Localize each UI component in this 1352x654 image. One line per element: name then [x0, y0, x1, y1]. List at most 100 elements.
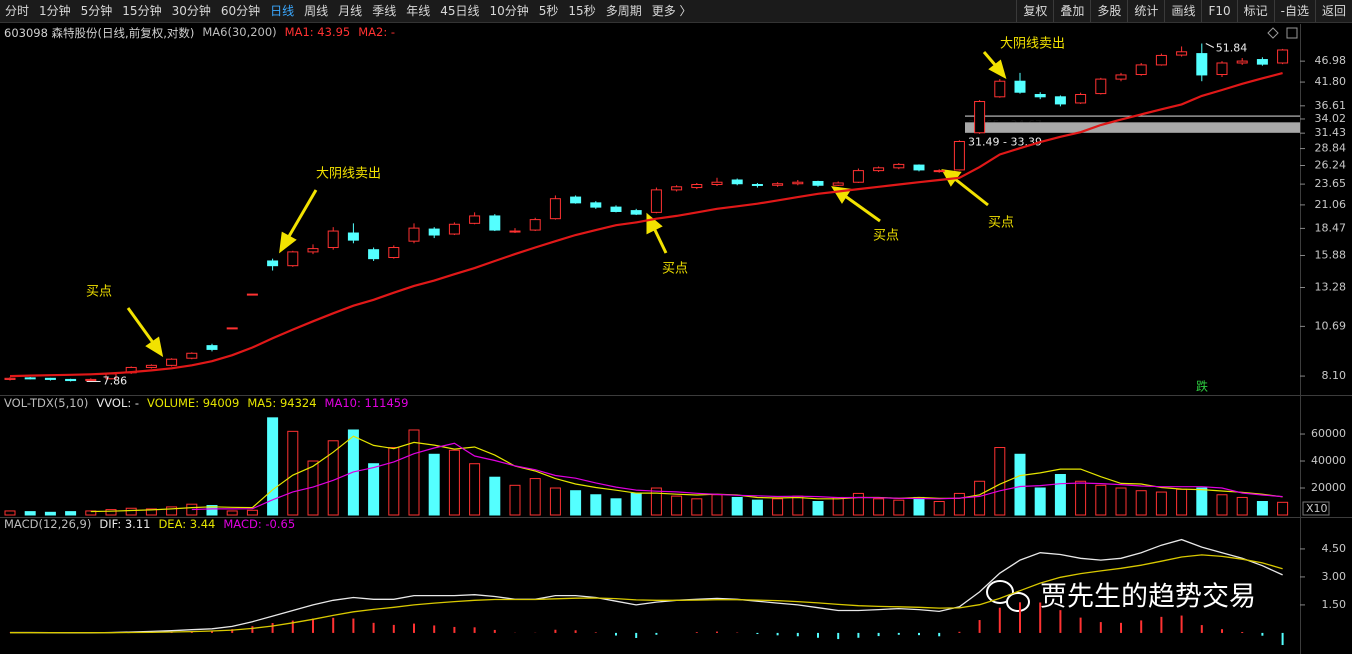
period-tab[interactable]: 多周期 [605, 4, 642, 18]
annotation: 买点 [662, 262, 688, 277]
volume-bar [206, 505, 218, 516]
period-tab[interactable]: 60分钟 [220, 4, 261, 18]
candle-body [1034, 93, 1046, 98]
dif-line [10, 538, 1283, 634]
period-tab[interactable]: 日线 [270, 4, 295, 18]
arrow [652, 227, 668, 254]
volume-legend: VOL-TDX(5,10) VVOL: - VOLUME: 94009 MA5: 94… [4, 396, 408, 410]
candle-body [166, 358, 178, 366]
candle-body [44, 377, 56, 380]
volume-bar [1196, 487, 1208, 516]
icon [1267, 27, 1279, 39]
volume-bar [105, 509, 117, 516]
candle-body [469, 215, 481, 224]
candle-body [368, 249, 380, 260]
tool-button[interactable]: 返回 [1314, 0, 1352, 22]
period-tab[interactable]: 5分钟 [80, 4, 113, 18]
candle-body [974, 101, 986, 134]
y-tick-label: 46.98 [1315, 54, 1347, 67]
candle-body [1054, 96, 1066, 105]
volume-bar [873, 498, 885, 516]
volume-bar [691, 498, 703, 516]
volume-bar [448, 449, 460, 516]
legend-entry: VOLUME: 94009 [147, 396, 240, 410]
watermark: 贾先生的趋势交易 [1040, 582, 1256, 613]
volume-bar [1054, 474, 1066, 516]
period-tab[interactable]: 15秒 [568, 4, 596, 18]
volume-ma-line [90, 435, 1283, 513]
volume-bar [1155, 491, 1167, 516]
volume-bar [933, 501, 945, 516]
candle-body [832, 182, 844, 186]
y-tick-label: 20000 [1311, 481, 1346, 494]
period-tab[interactable]: 分时 [5, 4, 30, 18]
period-tab[interactable]: 45日线 [440, 4, 480, 18]
volume-bar [913, 496, 925, 516]
candle-body [529, 219, 541, 231]
candle-body [489, 215, 501, 231]
period-tab[interactable]: 季线 [372, 4, 397, 18]
volume-bar [1135, 490, 1147, 516]
candle-body [610, 206, 622, 212]
tool-button[interactable]: 画线 [1164, 0, 1201, 22]
volume-bar [772, 498, 784, 516]
period-tab[interactable]: 周线 [304, 4, 329, 18]
tool-button[interactable]: 标记 [1236, 0, 1274, 22]
y-tick-label: 3.00 [1322, 570, 1347, 583]
candle-body [428, 228, 440, 236]
candle-body [267, 260, 279, 267]
candle-body [549, 198, 561, 220]
annotation: 跌 [1196, 379, 1208, 394]
volume-bar [1075, 480, 1087, 516]
dea-line [10, 554, 1283, 634]
candle-body [913, 164, 925, 171]
candle-body [65, 378, 77, 382]
tool-button[interactable]: -自选 [1273, 0, 1315, 22]
period-tab[interactable]: 10分钟 [489, 4, 529, 18]
y-tick-label: 36.61 [1315, 99, 1347, 112]
arrow [126, 307, 156, 345]
candle-body [772, 183, 784, 186]
legend-entry: MACD: -0.65 [223, 517, 296, 531]
volume-bar [368, 463, 380, 516]
candle-body [933, 170, 945, 173]
volume-bar [125, 507, 137, 516]
scale-box [1302, 501, 1330, 516]
volume-bar [509, 484, 521, 516]
candle-body [812, 180, 824, 186]
period-tab[interactable]: 更多 〉 [651, 4, 692, 18]
volume-bar [388, 447, 400, 516]
period-tab[interactable]: 年线 [406, 4, 431, 18]
tool-button[interactable]: 复权 [1016, 0, 1053, 22]
tool-button[interactable]: 多股 [1090, 0, 1127, 22]
candle-body [994, 80, 1006, 98]
scale-label: X10 [1306, 502, 1328, 515]
volume-bar [4, 510, 16, 516]
tool-button[interactable]: 统计 [1127, 0, 1164, 22]
volume-bar [812, 501, 824, 516]
max-label: 51.84 [1216, 42, 1248, 55]
arrow-head [279, 231, 297, 254]
period-tab[interactable]: 5秒 [538, 4, 559, 18]
tool-button[interactable]: 叠加 [1053, 0, 1090, 22]
annotation: 买点 [86, 285, 112, 300]
legend-entry: MA1: 43.95 [284, 25, 351, 39]
candle-body [1155, 54, 1167, 66]
legend-entry: DEA: 3.44 [158, 517, 216, 531]
candle-body [448, 223, 460, 235]
period-tab[interactable]: 1分钟 [39, 4, 71, 18]
y-tick-label: 34.02 [1315, 112, 1347, 125]
volume-bar [832, 496, 844, 516]
period-tab[interactable]: 15分钟 [122, 4, 162, 18]
candle-body [873, 167, 885, 172]
legend-entry: MACD(12,26,9) [4, 517, 92, 531]
toolbar: 分时 1分钟 5分钟 15分钟 30分钟 60分钟 日线 周线 月线 季线 年线 45日线 10分钟 5秒… [0, 0, 1352, 23]
tool-button[interactable]: F10 [1201, 0, 1236, 22]
period-tab[interactable]: 30分钟 [171, 4, 211, 18]
icon [1286, 27, 1298, 39]
candle-body [731, 179, 743, 185]
gap-label: 31.49 - 33.39 [968, 135, 1042, 148]
period-tab[interactable]: 月线 [338, 4, 363, 18]
